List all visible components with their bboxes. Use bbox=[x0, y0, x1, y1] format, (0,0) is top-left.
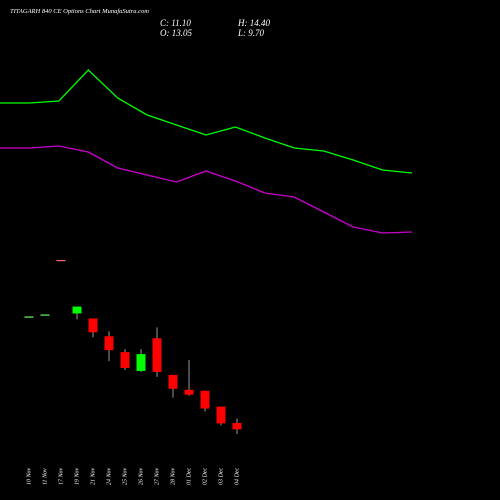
x-tick-label: 02 Dec bbox=[202, 468, 208, 485]
x-tick-label: 17 Nov bbox=[58, 467, 64, 485]
x-tick-label: 25 Nov bbox=[122, 467, 128, 485]
candle-body bbox=[168, 374, 178, 389]
average-line bbox=[0, 145, 413, 234]
open-label: O: 13.05 bbox=[160, 28, 192, 38]
candle-body bbox=[40, 314, 50, 316]
x-tick-label: 19 Nov bbox=[74, 467, 80, 485]
candle-body bbox=[120, 352, 130, 368]
candle-body bbox=[24, 316, 34, 318]
x-tick-label: 21 Nov bbox=[90, 467, 96, 485]
candle-body bbox=[200, 390, 210, 409]
candle-body bbox=[232, 422, 242, 430]
x-tick-label: 01 Dec bbox=[186, 468, 192, 485]
candle-body bbox=[136, 354, 146, 371]
chart-title: TITAGARH 840 CE Options Chart MunafaSutr… bbox=[10, 8, 149, 15]
low-label: L: 9.70 bbox=[237, 28, 265, 38]
x-tick-label: 26 Nov bbox=[138, 467, 144, 485]
candle-body bbox=[104, 336, 114, 351]
average-line bbox=[0, 69, 413, 174]
high-label: H: 14.40 bbox=[237, 18, 270, 28]
candle-body bbox=[152, 338, 162, 372]
x-tick-label: 24 Nov bbox=[105, 467, 112, 485]
x-tick-label: 11 Nov bbox=[42, 468, 48, 485]
x-tick-label: 28 Nov bbox=[170, 467, 176, 485]
x-tick-label: 03 Dec bbox=[218, 468, 224, 485]
candle-body bbox=[88, 318, 98, 333]
x-tick-label: 27 Nov bbox=[154, 467, 160, 485]
candle-body bbox=[72, 306, 82, 314]
x-tick-label: 04 Dec bbox=[233, 468, 240, 485]
candle-body bbox=[184, 389, 194, 395]
x-tick-label: 10 Nov bbox=[26, 467, 32, 485]
close-label: C: 11.10 bbox=[160, 18, 191, 28]
candle-body bbox=[216, 406, 226, 424]
candle-body bbox=[56, 260, 66, 262]
